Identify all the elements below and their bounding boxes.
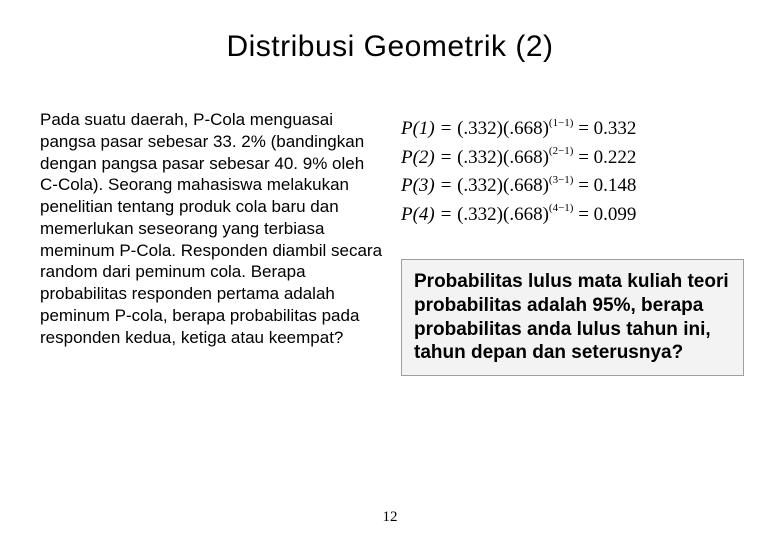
equation-row: P(3) = (.332)(.668)(3−1) = 0.148 (401, 172, 744, 201)
problem-text: Pada suatu daerah, P-Cola menguasai pang… (40, 109, 383, 348)
slide: Distribusi Geometrik (2) Pada suatu daer… (0, 0, 780, 540)
eq-exponent: (4−1) (549, 202, 574, 214)
eq-rhs: = 0.222 (573, 147, 636, 168)
eq-rhs: = 0.099 (573, 204, 636, 225)
eq-lhs: P(1) = (401, 118, 457, 139)
eq-base: (.332)(.668) (457, 204, 549, 225)
eq-exponent: (2−1) (549, 145, 574, 157)
equation-block: P(1) = (.332)(.668)(1−1) = 0.332 P(2) = … (401, 115, 744, 229)
right-column: P(1) = (.332)(.668)(1−1) = 0.332 P(2) = … (401, 109, 744, 520)
slide-title: Distribusi Geometrik (2) (40, 30, 740, 64)
page-number: 12 (383, 509, 398, 526)
eq-rhs: = 0.332 (573, 118, 636, 139)
eq-base: (.332)(.668) (457, 175, 549, 196)
eq-exponent: (3−1) (549, 174, 574, 186)
eq-base: (.332)(.668) (457, 118, 549, 139)
left-column: Pada suatu daerah, P-Cola menguasai pang… (40, 109, 383, 520)
equation-row: P(1) = (.332)(.668)(1−1) = 0.332 (401, 115, 744, 144)
eq-base: (.332)(.668) (457, 147, 549, 168)
eq-lhs: P(3) = (401, 175, 457, 196)
eq-lhs: P(4) = (401, 204, 457, 225)
eq-lhs: P(2) = (401, 147, 457, 168)
eq-rhs: = 0.148 (573, 175, 636, 196)
equation-row: P(4) = (.332)(.668)(4−1) = 0.099 (401, 201, 744, 230)
eq-exponent: (1−1) (549, 117, 574, 129)
content-columns: Pada suatu daerah, P-Cola menguasai pang… (40, 109, 740, 520)
highlighted-question-box: Probabilitas lulus mata kuliah teori pro… (401, 259, 744, 376)
equation-row: P(2) = (.332)(.668)(2−1) = 0.222 (401, 144, 744, 173)
